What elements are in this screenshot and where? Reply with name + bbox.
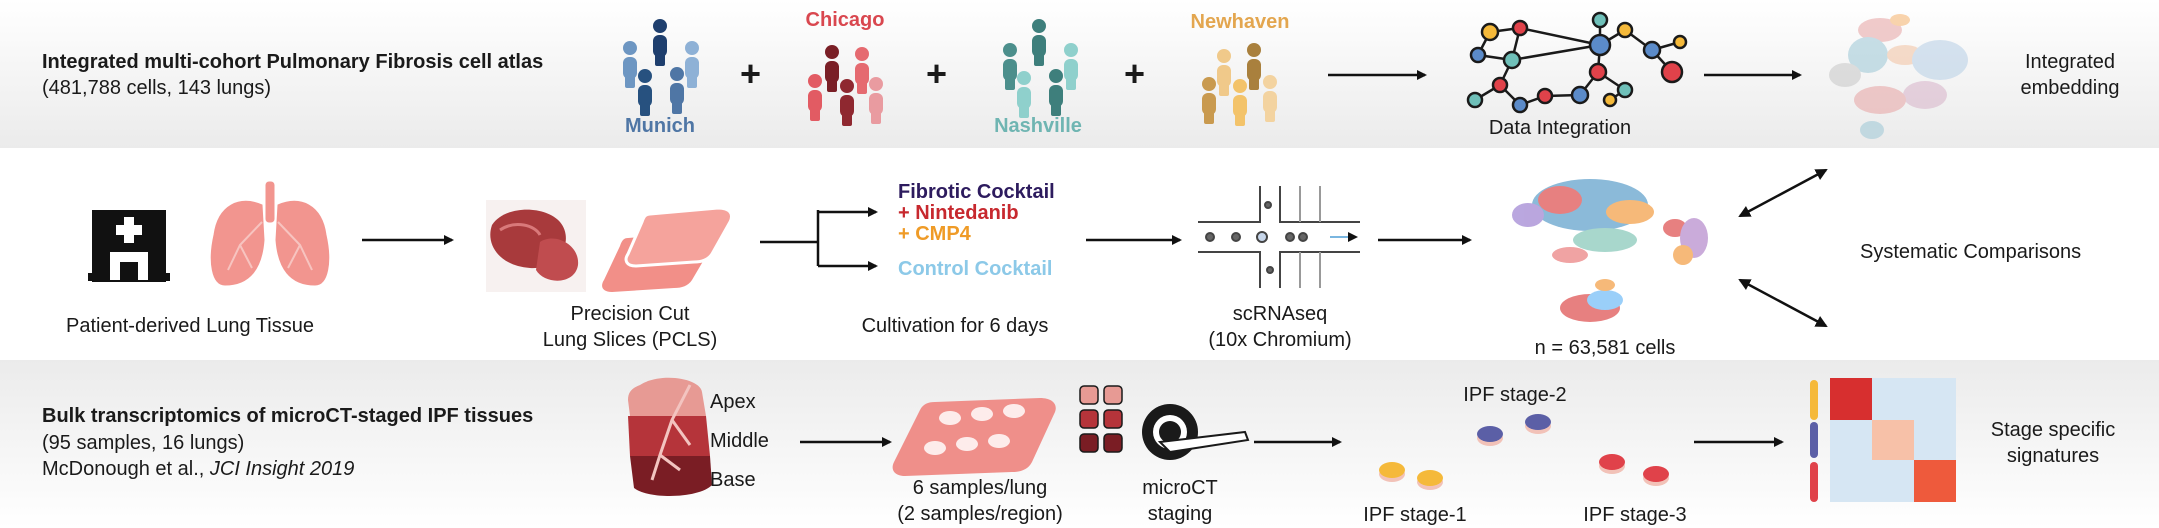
cohort-nashville-label: Nashville <box>994 115 1082 137</box>
region-apex: Apex <box>710 391 756 413</box>
pcls-label-line1: Precision Cut <box>570 303 690 325</box>
microct-label-line1: microCT <box>1142 477 1218 499</box>
plus-sign-2: + <box>926 53 948 94</box>
bulk-citation: McDonough et al., JCI Insight 2019 <box>42 457 354 481</box>
treatment-control: Control Cocktail <box>898 258 1053 280</box>
pcls-label-line2: Lung Slices (PCLS) <box>542 329 718 351</box>
treatment-cmp4: + CMP4 <box>898 223 971 245</box>
cohort-chicago-label: Chicago <box>805 9 885 31</box>
ipf-stage-3-label: IPF stage-3 <box>1583 504 1687 526</box>
plus-sign-1: + <box>740 53 762 94</box>
embedding-label-line1: Integrated <box>2024 51 2116 73</box>
scrnaseq-label-line1: scRNAseq <box>1232 303 1328 325</box>
comparison-label: Systematic Comparisons <box>1860 241 2082 263</box>
tissue-label: Patient-derived Lung Tissue <box>66 315 314 337</box>
signature-label-line1: Stage specific <box>1990 419 2116 441</box>
plus-sign-3: + <box>1124 53 1146 94</box>
scrnaseq-label-line2: (10x Chromium) <box>1208 329 1352 351</box>
ipf-stage-1-label: IPF stage-1 <box>1363 504 1467 526</box>
atlas-title: Integrated multi-cohort Pulmonary Fibros… <box>42 51 544 73</box>
bulk-title: Bulk transcriptomics of microCT-staged I… <box>42 405 534 427</box>
treatment-nintedanib: + Nintedanib <box>898 202 1019 224</box>
signature-label-line2: signatures <box>2006 445 2100 467</box>
treatment-fibrotic: Fibrotic Cocktail <box>898 181 1055 203</box>
region-base: Base <box>710 469 756 491</box>
cohort-newhaven-label: Newhaven <box>1190 11 1290 33</box>
region-middle: Middle <box>710 430 769 452</box>
atlas-subtitle: (481,788 cells, 143 lungs) <box>42 77 272 99</box>
ipf-stage-2-label: IPF stage-2 <box>1463 384 1567 406</box>
cell-count-label: n = 63,581 cells <box>1534 337 1676 359</box>
citation-journal: JCI Insight 2019 <box>209 458 355 480</box>
bulk-subtitle: (95 samples, 16 lungs) <box>42 432 245 454</box>
cultivation-label: Cultivation for 6 days <box>861 315 1049 337</box>
embedding-label-line2: embedding <box>2020 77 2120 99</box>
citation-authors: McDonough et al., <box>42 458 210 480</box>
samples-label-line2: (2 samples/region) <box>897 503 1063 525</box>
cohort-munich-label: Munich <box>625 115 695 137</box>
samples-label-line1: 6 samples/lung <box>912 477 1048 499</box>
data-integration-label: Data Integration <box>1488 117 1632 139</box>
microct-label-line2: staging <box>1147 503 1213 525</box>
